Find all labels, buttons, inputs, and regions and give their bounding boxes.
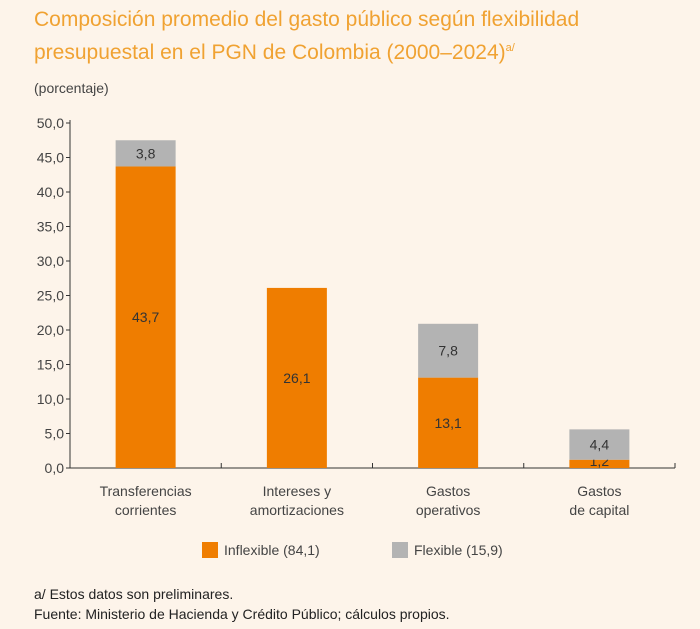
y-tick-label: 10,0 <box>37 391 64 407</box>
x-category-label: operativos <box>416 502 481 518</box>
data-label: 13,1 <box>435 415 462 431</box>
data-label: 7,8 <box>438 343 458 359</box>
footnote: a/ Estos datos son preliminares. <box>34 586 234 602</box>
y-tick-label: 30,0 <box>37 253 64 269</box>
x-category-label: Transferencias <box>100 483 192 499</box>
x-category-label: Intereses y <box>263 483 331 499</box>
bar-inflexible <box>569 459 630 468</box>
legend-label: Inflexible (84,1) <box>224 542 320 558</box>
unit-label: (porcentaje) <box>34 80 109 96</box>
legend-item-flexible: Flexible (15,9) <box>392 542 503 558</box>
legend-swatch-inflexible <box>202 542 218 558</box>
x-category-label: corrientes <box>115 502 176 518</box>
x-category-label: Gastos <box>577 483 621 499</box>
bar-inflexible <box>115 166 176 468</box>
data-label: 3,8 <box>136 145 156 161</box>
y-tick-label: 25,0 <box>37 288 64 304</box>
x-category-label: Gastos <box>426 483 470 499</box>
legend-item-inflexible: Inflexible (84,1) <box>202 542 320 558</box>
title-text: Composición promedio del gasto público s… <box>34 8 580 64</box>
y-tick-label: 20,0 <box>37 322 64 338</box>
y-tick-label: 45,0 <box>37 150 64 166</box>
bar-flexible <box>418 323 479 378</box>
y-tick-label: 35,0 <box>37 219 64 235</box>
x-category-label: amortizaciones <box>250 502 344 518</box>
title-footnote-mark: a/ <box>505 42 515 54</box>
y-tick-label: 5,0 <box>45 426 65 442</box>
legend-label: Flexible (15,9) <box>414 542 503 558</box>
x-category-label: de capital <box>569 502 629 518</box>
y-tick-label: 15,0 <box>37 357 64 373</box>
data-label: 4,4 <box>590 437 610 453</box>
y-tick-label: 40,0 <box>37 184 64 200</box>
bar-chart: 0,0 5,0 10,0 15,0 20,0 25,0 30,0 35,0 40,0 45,0 50… <box>37 115 676 518</box>
data-label: 43,7 <box>132 309 159 325</box>
legend-swatch-flexible <box>392 542 408 558</box>
bar-flexible <box>569 429 630 460</box>
bar-flexible <box>115 140 176 167</box>
chart-title: Composición promedio del gasto público s… <box>34 6 694 67</box>
source-note: Fuente: Ministerio de Hacienda y Crédito… <box>34 606 450 622</box>
y-tick-label: 0,0 <box>45 460 65 476</box>
y-tick-label: 50,0 <box>37 115 64 131</box>
bar-inflexible <box>266 287 327 468</box>
data-label: 26,1 <box>283 370 310 386</box>
bar-inflexible <box>418 377 479 468</box>
